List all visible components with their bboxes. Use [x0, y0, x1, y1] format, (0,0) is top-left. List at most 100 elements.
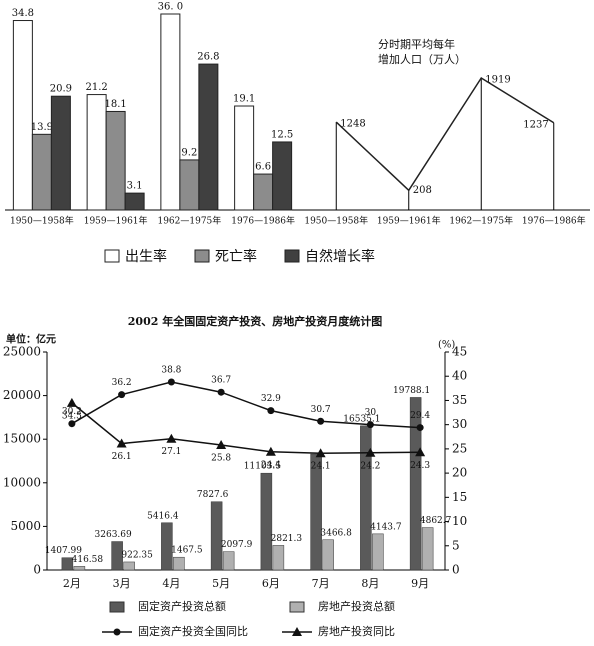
value-label: 416.58 [72, 555, 104, 565]
marker [265, 446, 276, 456]
line [71, 402, 421, 454]
chart-title: 增加人口（万人） [378, 52, 466, 66]
y2-tick-label: 5 [452, 538, 460, 552]
value-label: 30.2 [62, 407, 82, 417]
bar [260, 472, 273, 571]
value-label: 26.8 [197, 52, 219, 63]
legend-swatch [284, 249, 300, 263]
legend-label: 自然增长率 [305, 248, 375, 265]
marker [118, 391, 126, 399]
marker [366, 421, 374, 429]
value-label: 7827.6 [197, 490, 229, 500]
marker [66, 397, 77, 407]
marker [317, 417, 325, 425]
bar [12, 20, 33, 211]
marker [116, 438, 127, 448]
marker [315, 448, 326, 458]
x-tick-label: 9月 [411, 577, 429, 590]
bar [372, 533, 384, 571]
y2-tick-label: 0 [452, 563, 460, 577]
y2-tick-label: 25 [452, 441, 467, 455]
bar [31, 133, 52, 211]
value-label: 30 [365, 408, 377, 418]
value-label: 9.2 [181, 147, 197, 158]
legend-label: 固定资产投资全国同比 [138, 624, 248, 638]
marker [416, 424, 424, 432]
y-tick-label: 15000 [3, 432, 41, 446]
marker [167, 378, 175, 386]
value-label: 34.5 [62, 411, 82, 421]
value-label: 24.4 [261, 460, 281, 470]
value-label: 36.2 [112, 378, 132, 388]
y-tick-label: 5000 [10, 519, 41, 533]
value-label: 4143.7 [370, 522, 402, 532]
bar [360, 425, 372, 571]
marker [292, 627, 302, 636]
x-tick-label: 1962—1975年 [157, 215, 221, 227]
x-tick-label: 3月 [113, 577, 131, 590]
bar [173, 556, 185, 571]
marker [68, 420, 76, 428]
value-label: 36.7 [211, 376, 231, 386]
marker [415, 447, 426, 457]
value-label: 34.8 [12, 8, 34, 19]
value-label: 24.3 [410, 461, 430, 471]
bar [234, 105, 255, 211]
y2-tick-label: 20 [452, 466, 467, 480]
value-label: 24.2 [360, 461, 380, 471]
bar [50, 95, 71, 211]
legend-label: 死亡率 [215, 248, 257, 265]
bar [179, 159, 200, 211]
value-label: 922.35 [121, 550, 153, 560]
bar [222, 551, 235, 571]
line [335, 76, 555, 192]
marker [365, 447, 376, 457]
y2-tick-label: 40 [452, 369, 467, 383]
y2-tick-label: 15 [452, 490, 467, 504]
value-label: 13.9 [31, 122, 53, 133]
value-label: 1919 [485, 75, 510, 86]
value-label: 19.1 [233, 94, 255, 105]
value-label: 11103.5 [244, 462, 281, 472]
legend-swatch [104, 249, 120, 263]
bar [322, 539, 334, 571]
value-label: 20.9 [50, 84, 72, 95]
x-tick-label: 1976—1986年 [522, 215, 586, 227]
x-tick-label: 1962—1975年 [449, 215, 513, 227]
bar [198, 63, 219, 211]
value-label: 25.8 [211, 454, 231, 464]
value-label: 12.5 [271, 129, 293, 140]
marker [166, 433, 177, 443]
value-label: 27.1 [161, 447, 181, 457]
value-label: 3.1 [127, 181, 143, 192]
x-tick-label: 1959—1961年 [377, 215, 441, 227]
value-label: 1248 [340, 119, 365, 130]
y-axis-title: 单位：亿元 [6, 333, 56, 346]
bar [253, 173, 274, 211]
value-label: 4862.7 [420, 516, 452, 526]
value-label: 6.6 [255, 162, 271, 173]
bar [421, 527, 434, 571]
bar [272, 141, 293, 211]
marker [216, 440, 227, 450]
bar [272, 545, 285, 571]
legend-swatch [194, 249, 210, 263]
value-label: 5416.4 [147, 511, 179, 521]
bar [409, 397, 422, 571]
y2-tick-label: 35 [452, 393, 467, 407]
line [71, 381, 421, 429]
bar [105, 110, 126, 211]
value-label: 16535.1 [343, 414, 380, 424]
x-tick-label: 8月 [361, 577, 379, 590]
y-tick-label: 20000 [3, 388, 41, 402]
x-tick-label: 6月 [262, 577, 280, 590]
bar [86, 94, 107, 211]
value-label: 3466.8 [320, 528, 352, 538]
chart-title: 分时期平均每年 [378, 37, 455, 51]
bar [124, 192, 145, 211]
bar [161, 522, 173, 571]
legend-swatch [289, 601, 305, 613]
value-label: 38.8 [161, 366, 181, 376]
